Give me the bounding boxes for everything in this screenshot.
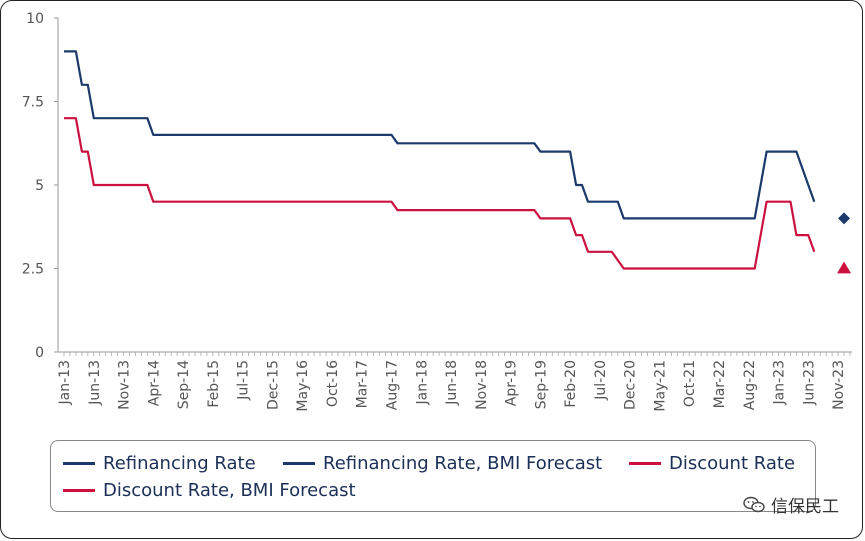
x-tick-label: Mar-22 [712, 360, 728, 408]
watermark: 信保民工 [743, 492, 839, 517]
x-tick-label: Jun-18 [444, 360, 460, 406]
x-tick-label: Feb-20 [563, 360, 579, 408]
legend-item-refinancing-rate: Refinancing Rate [63, 453, 256, 474]
x-tick-label: Oct-16 [325, 360, 341, 407]
legend-swatch-discount-forecast [63, 489, 95, 492]
legend-swatch-refinancing-forecast [283, 462, 315, 465]
x-tick-label: Mar-17 [355, 360, 371, 408]
y-tick-label: 10 [26, 11, 44, 27]
x-tick-label: Jan-18 [414, 360, 430, 405]
x-tick-label: Sep-14 [176, 360, 192, 409]
x-tick-label: Oct-21 [682, 360, 698, 407]
x-tick-label: Apr-14 [146, 360, 162, 406]
y-tick-label: 2.5 [22, 262, 44, 278]
y-tick-label: 5 [35, 178, 44, 194]
legend-label: Discount Rate, BMI Forecast [103, 480, 356, 501]
legend-item-refinancing-forecast: Refinancing Rate, BMI Forecast [283, 453, 602, 474]
x-tick-label: Jan-23 [772, 360, 788, 405]
series-line-refinancing-rate [64, 50, 816, 220]
legend-swatch-discount-rate [629, 462, 661, 465]
x-tick-label: Jul-20 [593, 360, 609, 401]
legend-item-discount-forecast: Discount Rate, BMI Forecast [63, 480, 356, 501]
x-tick-label: Jun-13 [87, 360, 103, 406]
legend-swatch-refinancing-rate [63, 462, 95, 465]
y-tick-label: 0 [35, 345, 44, 361]
x-tick-label: Nov-18 [474, 360, 490, 410]
x-tick-label: Feb-15 [206, 360, 222, 408]
x-tick-label: Dec-20 [623, 360, 639, 410]
x-tick-label: Nov-23 [831, 360, 847, 410]
x-tick-label: Jan-13 [57, 360, 73, 405]
x-tick-label: Dec-15 [265, 360, 281, 410]
forecast-marker-refinancing [838, 212, 851, 225]
chart-legend: Refinancing Rate Refinancing Rate, BMI F… [50, 440, 816, 512]
x-tick-label: May-16 [295, 360, 311, 412]
x-tick-label: Jul-15 [236, 360, 252, 401]
x-tick-label: Nov-13 [117, 360, 133, 410]
x-tick-label: Jun-23 [801, 360, 817, 406]
legend-label: Refinancing Rate, BMI Forecast [323, 453, 603, 474]
forecast-marker-discount [837, 261, 852, 274]
x-tick-label: Apr-19 [504, 360, 520, 406]
legend-label: Refinancing Rate [103, 453, 256, 474]
legend-label: Discount Rate [669, 453, 796, 474]
wechat-icon [743, 496, 765, 512]
x-tick-label: Sep-19 [533, 360, 549, 409]
x-tick-label: Aug-17 [385, 360, 401, 410]
legend-item-discount-rate: Discount Rate [629, 453, 795, 474]
x-tick-label: Aug-22 [742, 360, 758, 410]
watermark-text: 信保民工 [771, 497, 839, 517]
x-tick-label: May-21 [652, 360, 668, 412]
y-tick-label: 7.5 [22, 95, 44, 111]
series-line-discount-rate [64, 117, 816, 270]
